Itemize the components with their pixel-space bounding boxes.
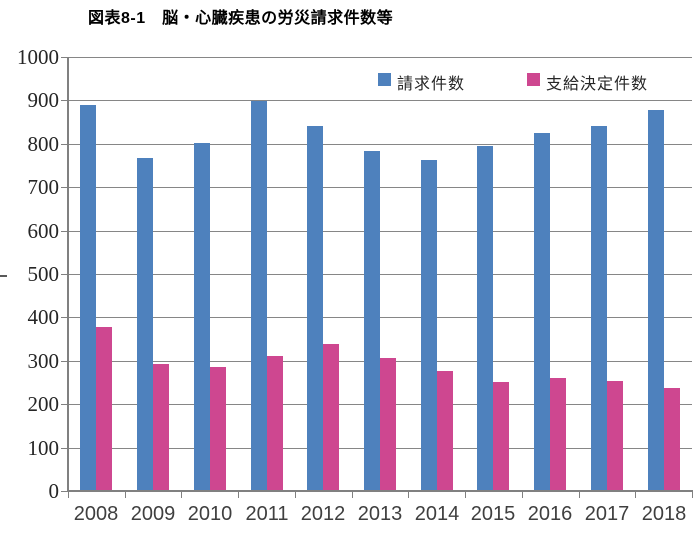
gridline-400 <box>68 317 692 318</box>
gridline-900 <box>68 100 692 101</box>
bar-claims-2018 <box>648 110 664 491</box>
x-tick-4 <box>295 492 296 498</box>
y-axis-label-1000: 1000 <box>17 45 59 69</box>
legend-swatch-decisions <box>527 73 540 86</box>
x-axis-label-2009: 2009 <box>130 503 176 525</box>
y-axis-label-800: 800 <box>27 132 60 156</box>
x-axis-label-2010: 2010 <box>187 503 233 525</box>
y-tick-200 <box>61 404 68 405</box>
bar-claims-2016 <box>534 133 550 491</box>
bar-decisions-2008 <box>96 327 112 491</box>
bar-decisions-2016 <box>550 378 566 491</box>
x-tick-6 <box>408 492 409 498</box>
y-axis-label-700: 700 <box>27 175 60 199</box>
bar-claims-2013 <box>364 151 380 491</box>
y-axis-label-200: 200 <box>27 392 60 416</box>
x-tick-10 <box>635 492 636 498</box>
y-tick-100 <box>61 448 68 449</box>
y-tick-700 <box>61 187 68 188</box>
gridline-700 <box>68 187 692 188</box>
bar-claims-2008 <box>80 105 96 491</box>
y-axis-label-400: 400 <box>27 305 60 329</box>
legend-item-decisions: 支給決定件数 <box>527 70 648 94</box>
bar-claims-2011 <box>251 101 267 491</box>
bar-claims-2017 <box>591 126 607 491</box>
y-tick-400 <box>61 317 68 318</box>
legend-label-decisions: 支給決定件数 <box>546 76 649 93</box>
gridline-600 <box>68 231 692 232</box>
y-axis-label-300: 300 <box>27 349 60 373</box>
x-axis-label-2013: 2013 <box>357 503 403 525</box>
gridline-800 <box>68 144 692 145</box>
x-axis-label-2014: 2014 <box>414 503 460 525</box>
bar-decisions-2012 <box>323 344 339 491</box>
y-axis-label-0: 0 <box>48 479 60 503</box>
x-axis-label-2008: 2008 <box>73 503 119 525</box>
bar-decisions-2017 <box>607 381 623 491</box>
legend-swatch-claims <box>378 73 391 86</box>
x-axis-label-2016: 2016 <box>527 503 573 525</box>
bar-claims-2012 <box>307 126 323 491</box>
y-axis-label-500: 500 <box>27 262 60 286</box>
y-tick-300 <box>61 361 68 362</box>
y-axis-label-900: 900 <box>27 88 60 112</box>
bar-decisions-2015 <box>493 382 509 491</box>
x-tick-3 <box>238 492 239 498</box>
gridline-500 <box>68 274 692 275</box>
y-tick-900 <box>61 100 68 101</box>
y-tick-800 <box>61 144 68 145</box>
bar-claims-2009 <box>137 158 153 491</box>
x-tick-11 <box>692 492 693 498</box>
bar-decisions-2009 <box>153 364 169 491</box>
bar-claims-2010 <box>194 143 210 491</box>
y-tick-0 <box>61 491 68 492</box>
y-tick-1000 <box>61 57 68 58</box>
legend-label-claims: 請求件数 <box>397 76 466 93</box>
x-axis-line <box>67 490 693 492</box>
bar-decisions-2018 <box>664 388 680 491</box>
x-axis-label-2011: 2011 <box>245 503 289 525</box>
y-tick-600 <box>61 231 68 232</box>
gridline-1000 <box>68 57 692 58</box>
y-axis-label-100: 100 <box>27 436 60 460</box>
y-axis-title-fragment <box>0 275 7 277</box>
bar-decisions-2010 <box>210 367 226 491</box>
x-axis-label-2018: 2018 <box>641 503 687 525</box>
x-tick-2 <box>181 492 182 498</box>
x-tick-9 <box>579 492 580 498</box>
x-tick-1 <box>125 492 126 498</box>
x-tick-7 <box>465 492 466 498</box>
x-axis-label-2017: 2017 <box>584 503 630 525</box>
legend-item-claims: 請求件数 <box>378 70 465 94</box>
bar-claims-2014 <box>421 160 437 491</box>
bar-decisions-2014 <box>437 371 453 491</box>
bar-decisions-2011 <box>267 356 283 491</box>
bar-claims-2015 <box>477 146 493 491</box>
bar-decisions-2013 <box>380 358 396 491</box>
x-tick-0 <box>68 492 69 498</box>
y-tick-500 <box>61 274 68 275</box>
chart-title: 図表8-1 脳・心臓疾患の労災請求件数等 <box>88 10 394 27</box>
x-tick-8 <box>522 492 523 498</box>
x-axis-label-2012: 2012 <box>300 503 346 525</box>
x-axis-label-2015: 2015 <box>470 503 516 525</box>
y-axis-line <box>67 57 69 492</box>
x-tick-5 <box>352 492 353 498</box>
y-axis-label-600: 600 <box>27 219 60 243</box>
